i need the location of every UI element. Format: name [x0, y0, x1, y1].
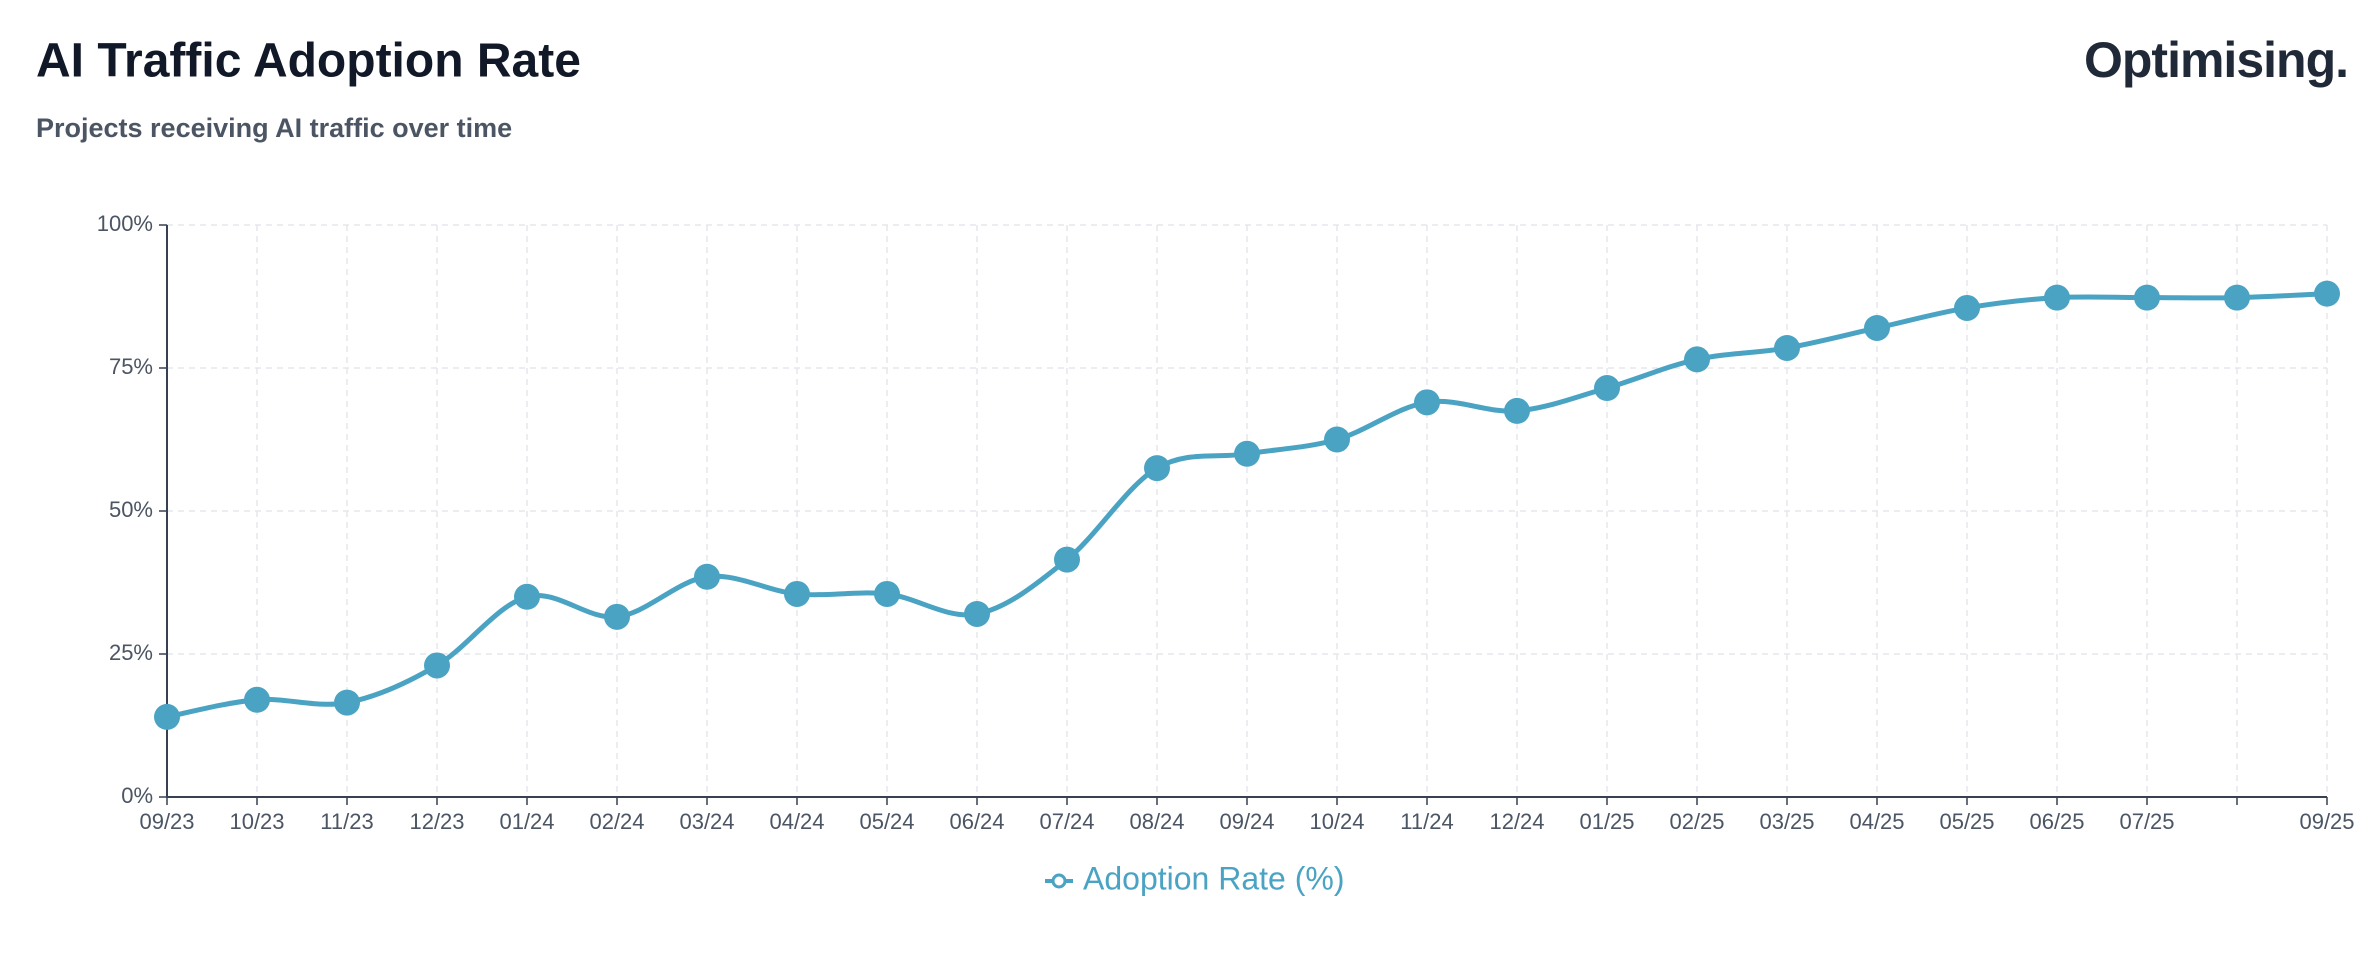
data-point [1324, 426, 1350, 453]
data-point [694, 563, 720, 590]
x-tick-label: 12/23 [409, 809, 464, 834]
data-point [1684, 346, 1710, 373]
x-tick-label: 06/24 [949, 809, 1004, 834]
x-tick-label: 03/24 [679, 809, 734, 834]
x-tick-label: 09/24 [1219, 809, 1274, 834]
legend-label: Adoption Rate (%) [1083, 860, 1344, 896]
logo: Optimising. [2084, 32, 2348, 88]
chart-title: AI Traffic Adoption Rate [36, 35, 581, 88]
data-point [154, 703, 180, 730]
x-tick-label: 11/23 [320, 809, 373, 834]
data-point [1234, 440, 1260, 467]
data-point [334, 689, 360, 716]
data-point [784, 580, 810, 607]
data-point [424, 652, 450, 679]
x-tick-label: 10/23 [229, 809, 284, 834]
x-tick-label: 07/24 [1039, 809, 1094, 834]
x-tick-label: 10/24 [1309, 809, 1364, 834]
data-point [514, 583, 540, 610]
x-tick-label: 04/24 [769, 809, 824, 834]
x-tick-label: 01/25 [1579, 809, 1634, 834]
x-tick-label: 09/23 [139, 809, 194, 834]
data-point [1144, 455, 1170, 482]
legend-marker [1051, 873, 1067, 889]
data-point [604, 603, 630, 630]
y-tick-label: 0% [121, 783, 153, 808]
data-point [1774, 334, 1800, 361]
x-tick-label: 05/24 [859, 809, 914, 834]
data-point [1054, 546, 1080, 573]
x-tick-label: 01/24 [499, 809, 554, 834]
x-tick-label: 05/25 [1939, 809, 1994, 834]
data-point [964, 600, 990, 627]
chart-subtitle: Projects receiving AI traffic over time [36, 113, 512, 143]
x-tick-label: 08/24 [1129, 809, 1184, 834]
x-tick-label: 09/25 [2299, 809, 2354, 834]
data-point [1504, 397, 1530, 424]
data-point [1954, 294, 1980, 321]
y-tick-label: 25% [109, 640, 153, 665]
x-tick-label: 02/24 [589, 809, 644, 834]
data-point [2314, 280, 2340, 307]
y-tick-label: 75% [109, 354, 153, 379]
data-point [2044, 284, 2070, 311]
x-tick-label: 06/25 [2029, 809, 2084, 834]
x-tick-label: 03/25 [1759, 809, 1814, 834]
x-tick-label: 07/25 [2119, 809, 2174, 834]
data-point [244, 686, 270, 713]
data-point [1414, 389, 1440, 416]
x-tick-label: 12/24 [1489, 809, 1544, 834]
y-tick-label: 50% [109, 497, 153, 522]
y-tick-label: 100% [97, 211, 153, 236]
data-point [2134, 284, 2160, 311]
x-tick-label: 04/25 [1849, 809, 1904, 834]
data-point [1594, 375, 1620, 402]
x-tick-label: 02/25 [1669, 809, 1724, 834]
data-point [874, 580, 900, 607]
x-tick-label: 11/24 [1400, 809, 1453, 834]
data-point [1864, 314, 1890, 341]
data-point [2224, 284, 2250, 311]
